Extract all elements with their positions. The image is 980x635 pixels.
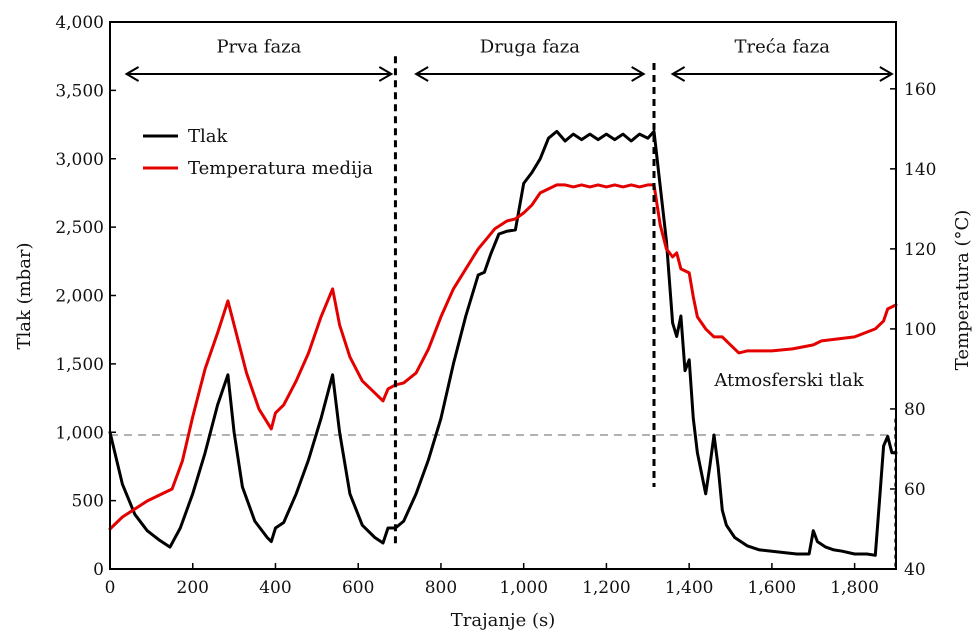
y-left-tick-label: 2,000	[55, 287, 104, 307]
phase-arrow-head-left	[414, 66, 429, 82]
x-tick-label: 0	[105, 578, 116, 598]
x-tick-label: 1,200	[582, 578, 631, 598]
phase-arrow-head-right	[631, 66, 646, 82]
y-right-tick-label: 140	[904, 160, 936, 180]
y-right-tick-label: 160	[904, 80, 936, 100]
y-right-tick-label: 80	[904, 400, 926, 420]
x-tick-label: 600	[342, 578, 374, 598]
plot-frame	[109, 21, 897, 570]
phase-arrow-head-right	[378, 66, 394, 82]
y-right-tick-label: 100	[904, 320, 936, 340]
y-left-tick-label: 1,500	[55, 355, 104, 375]
y-left-tick-label: 3,500	[55, 81, 104, 101]
x-tick-label: 200	[177, 578, 209, 598]
y-left-tick-label: 3,000	[55, 150, 104, 170]
x-tick-label: 1,800	[830, 578, 879, 598]
phase-arrow-head-left	[670, 66, 686, 82]
series-line-temperatura	[108, 183, 898, 531]
y-right-tick-label: 40	[904, 560, 926, 580]
axes-layer: 0 200 400 600 800 1,000 1,200 1,400 1,600 1,800 0 5…	[55, 13, 936, 598]
x-tick-label: 1,400	[665, 578, 714, 598]
y-right-tick-label: 120	[904, 240, 936, 260]
reference-layer	[109, 309, 896, 569]
phase-layer: Prva faza Druga faza Treća faza	[124, 37, 894, 547]
reference-line-label: Atmosferski tlak	[713, 370, 864, 391]
y-axis-left-title: Tlak (mbar)	[14, 242, 35, 349]
y-axis-right-title: Temperatura (°C)	[952, 210, 973, 371]
legend-label-temperatura: Temperatura medija	[188, 158, 373, 179]
phase-label: Druga faza	[480, 37, 580, 58]
legend-label-tlak: Tlak	[188, 126, 228, 147]
x-tick-label: 1,600	[748, 578, 797, 598]
series-layer	[108, 129, 898, 557]
x-tick-label: 800	[425, 578, 457, 598]
phase-arrow-head-right	[879, 66, 894, 82]
y-left-tick-label: 1,000	[55, 423, 104, 443]
phase-arrow-head-left	[124, 66, 140, 82]
y-left-tick-label: 0	[93, 560, 104, 580]
phase-label: Treća faza	[735, 37, 831, 58]
y-left-tick-label: 4,000	[55, 13, 104, 33]
y-left-tick-label: 2,500	[55, 218, 104, 238]
y-left-tick-label: 500	[72, 492, 104, 512]
x-tick-label: 1,000	[499, 578, 548, 598]
y-right-tick-label: 60	[904, 480, 926, 500]
x-axis-title: Trajanje (s)	[451, 610, 555, 631]
series-line-tlak	[108, 129, 898, 557]
phase-label: Prva faza	[216, 37, 301, 58]
legend: Tlak Temperatura medija	[143, 126, 373, 179]
x-tick-label: 400	[259, 578, 291, 598]
